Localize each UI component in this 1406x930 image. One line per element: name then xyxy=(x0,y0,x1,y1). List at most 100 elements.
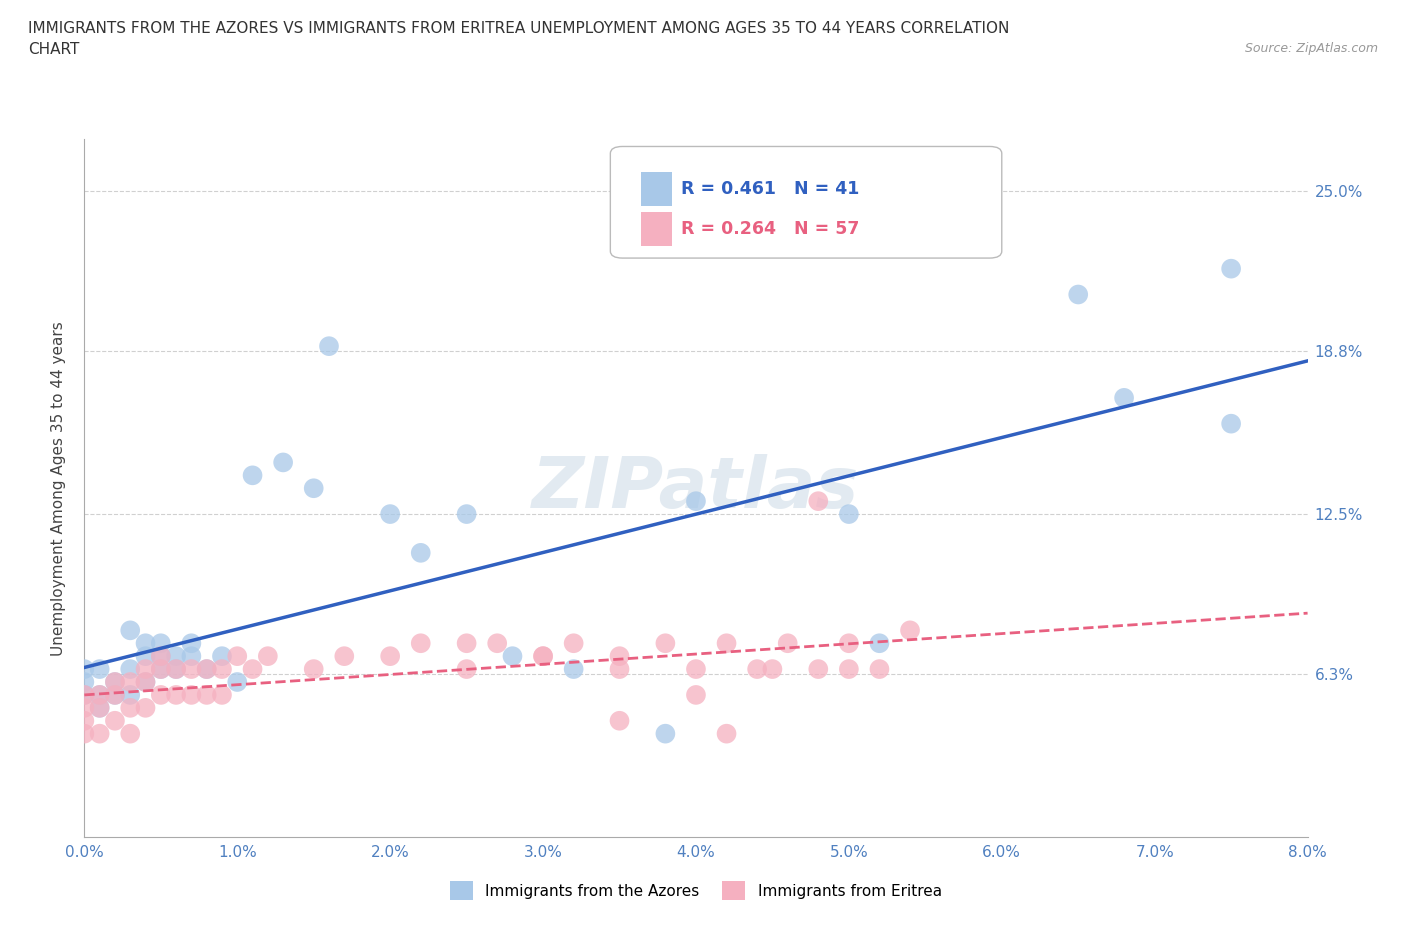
Point xyxy=(226,674,249,689)
Point xyxy=(380,649,402,664)
Point xyxy=(685,494,707,509)
Point xyxy=(120,687,142,702)
Text: Source: ZipAtlas.com: Source: ZipAtlas.com xyxy=(1244,42,1378,55)
Point xyxy=(135,674,157,689)
Point xyxy=(409,545,432,560)
Point xyxy=(120,623,142,638)
Point xyxy=(165,661,187,676)
Point xyxy=(716,726,738,741)
Point xyxy=(654,726,676,741)
Text: ZIPatlas: ZIPatlas xyxy=(533,454,859,523)
Point xyxy=(869,661,891,676)
Point xyxy=(898,623,921,638)
Text: IMMIGRANTS FROM THE AZORES VS IMMIGRANTS FROM ERITREA UNEMPLOYMENT AMONG AGES 35: IMMIGRANTS FROM THE AZORES VS IMMIGRANTS… xyxy=(28,21,1010,36)
Point xyxy=(562,661,585,676)
Point xyxy=(180,687,202,702)
Point xyxy=(776,636,799,651)
Point xyxy=(211,649,233,664)
Text: CHART: CHART xyxy=(28,42,80,57)
Point xyxy=(747,661,769,676)
Text: R = 0.461   N = 41: R = 0.461 N = 41 xyxy=(682,180,859,198)
Point xyxy=(149,636,172,651)
Point xyxy=(486,636,509,651)
Point xyxy=(609,649,631,664)
Point xyxy=(242,468,264,483)
Point xyxy=(531,649,554,664)
Point xyxy=(257,649,280,664)
Point xyxy=(456,636,478,651)
Point xyxy=(73,674,96,689)
Point xyxy=(1067,287,1090,302)
Point xyxy=(120,674,142,689)
Point xyxy=(89,726,111,741)
Point xyxy=(149,649,172,664)
Point xyxy=(562,636,585,651)
Point xyxy=(242,661,264,676)
Legend: Immigrants from the Azores, Immigrants from Eritrea: Immigrants from the Azores, Immigrants f… xyxy=(444,875,948,906)
Point xyxy=(226,649,249,664)
Point xyxy=(807,494,830,509)
FancyBboxPatch shape xyxy=(641,172,672,206)
Point xyxy=(104,687,127,702)
Point xyxy=(165,649,187,664)
Point xyxy=(502,649,524,664)
Point xyxy=(180,649,202,664)
Point xyxy=(135,636,157,651)
Point xyxy=(120,700,142,715)
Point xyxy=(838,636,860,651)
Point xyxy=(73,713,96,728)
Point xyxy=(180,661,202,676)
Point xyxy=(761,661,783,676)
Point xyxy=(318,339,340,353)
Point xyxy=(609,713,631,728)
Point xyxy=(807,661,830,676)
Point xyxy=(654,636,676,651)
Point xyxy=(456,507,478,522)
Point xyxy=(380,507,402,522)
Point xyxy=(149,661,172,676)
Point xyxy=(149,649,172,664)
Point xyxy=(135,674,157,689)
Point xyxy=(165,661,187,676)
Point xyxy=(89,687,111,702)
FancyBboxPatch shape xyxy=(610,147,1002,259)
Point xyxy=(73,726,96,741)
Point xyxy=(195,687,218,702)
Point xyxy=(838,661,860,676)
Point xyxy=(302,481,325,496)
Point xyxy=(180,636,202,651)
Point xyxy=(89,661,111,676)
Point xyxy=(104,687,127,702)
Point xyxy=(1220,417,1243,432)
Point xyxy=(685,661,707,676)
Point xyxy=(73,687,96,702)
Point xyxy=(685,687,707,702)
Point xyxy=(89,687,111,702)
Point xyxy=(456,661,478,676)
FancyBboxPatch shape xyxy=(641,212,672,246)
Point xyxy=(838,507,860,522)
Point xyxy=(1114,391,1136,405)
Point xyxy=(271,455,294,470)
Point xyxy=(120,726,142,741)
Point xyxy=(211,661,233,676)
Text: R = 0.264   N = 57: R = 0.264 N = 57 xyxy=(682,219,859,238)
Point xyxy=(302,661,325,676)
Point xyxy=(1220,261,1243,276)
Point xyxy=(120,661,142,676)
Point xyxy=(869,636,891,651)
Point xyxy=(135,661,157,676)
Point xyxy=(135,649,157,664)
Point xyxy=(89,700,111,715)
Point xyxy=(333,649,356,664)
Point xyxy=(104,713,127,728)
Point xyxy=(409,636,432,651)
Point xyxy=(211,687,233,702)
Point xyxy=(195,661,218,676)
Point xyxy=(104,674,127,689)
Point xyxy=(716,636,738,651)
Point xyxy=(73,687,96,702)
Y-axis label: Unemployment Among Ages 35 to 44 years: Unemployment Among Ages 35 to 44 years xyxy=(51,321,66,656)
Point xyxy=(609,661,631,676)
Point xyxy=(531,649,554,664)
